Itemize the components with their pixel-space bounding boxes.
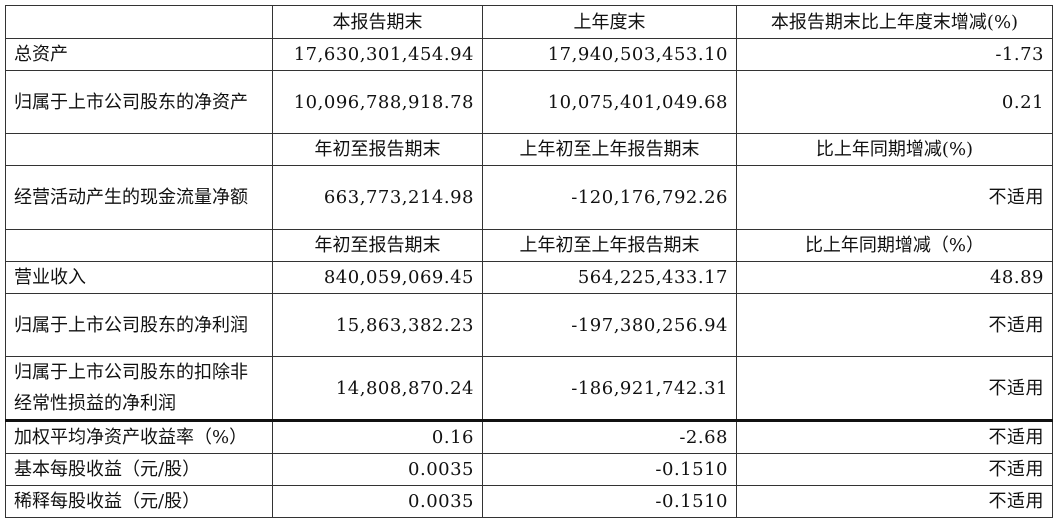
table-row: 总资产 17,630,301,454.94 17,940,503,453.10 …	[5, 38, 1053, 71]
value-cell: 0.16	[272, 420, 483, 454]
table-row: 营业收入 840,059,069.45 564,225,433.17 48.89	[5, 261, 1053, 294]
value-cell: 不适用	[736, 453, 1053, 486]
row-label: 营业收入	[5, 261, 273, 294]
value-cell: 663,773,214.98	[272, 165, 483, 230]
row-label: 稀释每股收益（元/股）	[5, 485, 273, 518]
value-cell: 48.89	[736, 261, 1053, 294]
value-cell: 15,863,382.23	[272, 293, 483, 357]
value-cell: 不适用	[736, 165, 1053, 230]
value-cell: 0.0035	[272, 485, 483, 518]
value-cell: 不适用	[736, 420, 1053, 454]
value-cell: -186,921,742.31	[482, 356, 737, 422]
value-cell: 0.0035	[272, 453, 483, 486]
table-row: 归属于上市公司股东的净利润 15,863,382.23 -197,380,256…	[5, 293, 1053, 357]
header-cell: 本报告期末比上年度末增减(%)	[736, 5, 1053, 39]
value-cell: 17,630,301,454.94	[272, 38, 483, 71]
header-row: 年初至报告期末 上年初至上年报告期末 比上年同期增减（%）	[5, 229, 1053, 262]
row-label: 加权平均净资产收益率（%）	[5, 420, 273, 454]
header-cell: 上年度末	[482, 5, 737, 39]
value-cell: 840,059,069.45	[272, 261, 483, 294]
table-row: 基本每股收益（元/股） 0.0035 -0.1510 不适用	[5, 453, 1053, 486]
value-cell: 17,940,503,453.10	[482, 38, 737, 71]
header-cell	[5, 229, 273, 262]
value-cell: -197,380,256.94	[482, 293, 737, 357]
table-row: 加权平均净资产收益率（%） 0.16 -2.68 不适用	[5, 420, 1053, 454]
header-cell: 年初至报告期末	[272, 229, 483, 262]
row-label: 归属于上市公司股东的扣除非经常性损益的净利润	[5, 356, 273, 422]
financial-data-table: 本报告期末 上年度末 本报告期末比上年度末增减(%) 总资产 17,630,30…	[5, 5, 1053, 518]
header-cell: 上年初至上年报告期末	[482, 133, 737, 166]
table-row: 归属于上市公司股东的净资产 10,096,788,918.78 10,075,4…	[5, 70, 1053, 134]
header-cell: 上年初至上年报告期末	[482, 229, 737, 262]
value-cell: -0.1510	[482, 453, 737, 486]
header-cell	[5, 5, 273, 39]
header-cell: 比上年同期增减(%)	[736, 133, 1053, 166]
row-label: 归属于上市公司股东的净利润	[5, 293, 273, 357]
table-row: 稀释每股收益（元/股） 0.0035 -0.1510 不适用	[5, 485, 1053, 518]
value-cell: 0.21	[736, 70, 1053, 134]
value-cell: -2.68	[482, 420, 737, 454]
value-cell: 564,225,433.17	[482, 261, 737, 294]
value-cell: 不适用	[736, 485, 1053, 518]
value-cell: -1.73	[736, 38, 1053, 71]
header-cell: 比上年同期增减（%）	[736, 229, 1053, 262]
row-label: 基本每股收益（元/股）	[5, 453, 273, 486]
header-cell: 年初至报告期末	[272, 133, 483, 166]
header-cell	[5, 133, 273, 166]
value-cell: 14,808,870.24	[272, 356, 483, 422]
value-cell: 10,096,788,918.78	[272, 70, 483, 134]
header-row: 本报告期末 上年度末 本报告期末比上年度末增减(%)	[5, 5, 1053, 39]
row-label: 归属于上市公司股东的净资产	[5, 70, 273, 134]
table-row: 经营活动产生的现金流量净额 663,773,214.98 -120,176,79…	[5, 165, 1053, 230]
table-row: 归属于上市公司股东的扣除非经常性损益的净利润 14,808,870.24 -18…	[5, 356, 1053, 422]
row-label: 经营活动产生的现金流量净额	[5, 165, 273, 230]
value-cell: 不适用	[736, 293, 1053, 357]
header-cell: 本报告期末	[272, 5, 483, 39]
value-cell: -0.1510	[482, 485, 737, 518]
value-cell: 不适用	[736, 356, 1053, 422]
value-cell: -120,176,792.26	[482, 165, 737, 230]
value-cell: 10,075,401,049.68	[482, 70, 737, 134]
header-row: 年初至报告期末 上年初至上年报告期末 比上年同期增减(%)	[5, 133, 1053, 166]
row-label: 总资产	[5, 38, 273, 71]
